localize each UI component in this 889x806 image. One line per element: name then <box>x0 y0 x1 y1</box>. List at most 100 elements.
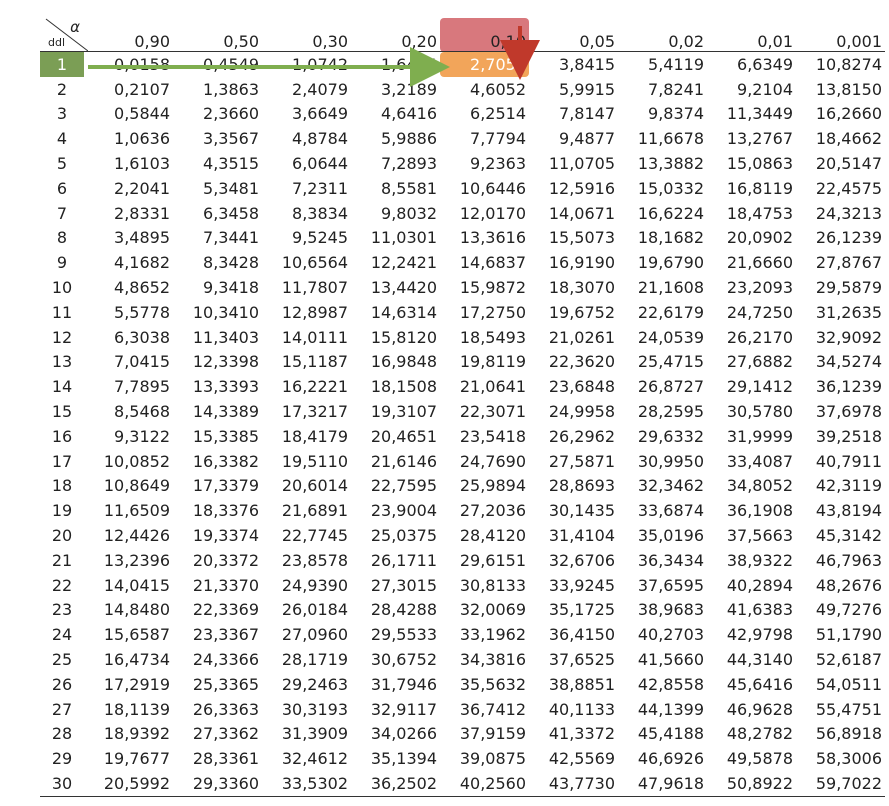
alpha-label: α <box>70 18 80 36</box>
ddl-cell: 7 <box>56 203 68 223</box>
ddl-cell: 19 <box>51 501 73 521</box>
value-cell: 22,3071 <box>459 402 526 422</box>
value-cell: 19,5110 <box>281 451 348 471</box>
value-cell: 3,4895 <box>114 228 170 248</box>
value-cell: 36,3434 <box>637 550 704 570</box>
ddl-cell: 10 <box>51 278 73 298</box>
table-row: 1 0,0158 0,4549 1,0742 1,6424 2,7055 3,8415 5,4… <box>40 51 885 77</box>
value-cell: 4,3515 <box>203 154 259 174</box>
value-cell: 36,1239 <box>815 377 882 397</box>
value-cell: 38,8851 <box>548 674 615 694</box>
value-cell: 21,0641 <box>459 377 526 397</box>
value-cell: 26,1239 <box>815 228 882 248</box>
value-cell: 21,6660 <box>726 253 793 273</box>
value-cell: 32,9117 <box>370 699 437 719</box>
value-cell: 18,3376 <box>192 501 259 521</box>
ddl-cell: 26 <box>51 674 73 694</box>
alpha-header: 0,20 <box>351 18 440 52</box>
value-cell: 41,5660 <box>637 650 704 670</box>
ddl-cell: 8 <box>56 228 68 248</box>
value-cell: 15,0332 <box>637 178 704 198</box>
value-cell: 33,1962 <box>459 625 526 645</box>
ddl-cell: 9 <box>56 253 68 273</box>
value-cell: 37,6595 <box>637 575 704 595</box>
value-cell: 21,6891 <box>281 501 348 521</box>
value-cell: 2,8331 <box>114 203 170 223</box>
table-header: α ddl 0,90 0,50 0,30 0,20 0,10 0,05 0,02 0,01 0,… <box>40 18 885 52</box>
value-cell: 35,5632 <box>459 674 526 694</box>
value-cell: 1,0742 <box>292 54 348 74</box>
value-cell: 0,2107 <box>114 79 170 99</box>
ddl-cell: 21 <box>51 550 73 570</box>
value-cell: 15,1187 <box>281 352 348 372</box>
value-cell: 24,7690 <box>459 451 526 471</box>
value-cell: 15,5073 <box>548 228 615 248</box>
ddl-cell: 29 <box>51 749 73 769</box>
value-cell: 19,3374 <box>192 526 259 546</box>
value-cell: 50,8922 <box>707 771 796 797</box>
value-cell: 13,3393 <box>192 377 259 397</box>
value-cell: 14,3389 <box>192 402 259 422</box>
value-cell: 27,0960 <box>281 625 348 645</box>
value-cell: 19,6790 <box>637 253 704 273</box>
value-cell: 43,7730 <box>529 771 618 797</box>
value-cell: 22,6179 <box>637 302 704 322</box>
value-cell: 39,0875 <box>459 749 526 769</box>
ddl-cell: 23 <box>51 600 73 620</box>
value-cell: 24,9390 <box>281 575 348 595</box>
value-cell: 58,3006 <box>815 749 882 769</box>
value-cell: 3,2189 <box>381 79 437 99</box>
value-cell: 7,8147 <box>559 104 615 124</box>
value-cell: 15,8120 <box>370 327 437 347</box>
table-row: 8 3,4895 7,3441 9,5245 11,0301 13,3616 15,5073… <box>40 226 885 251</box>
value-cell: 7,7794 <box>470 129 526 149</box>
value-cell: 15,9872 <box>459 278 526 298</box>
value-cell: 23,9004 <box>370 501 437 521</box>
value-cell: 21,6146 <box>370 451 437 471</box>
value-cell: 16,9190 <box>548 253 615 273</box>
value-cell: 30,5780 <box>726 402 793 422</box>
value-cell: 52,6187 <box>815 650 882 670</box>
value-cell: 2,3660 <box>203 104 259 124</box>
value-cell: 26,1711 <box>370 550 437 570</box>
value-cell: 10,0852 <box>103 451 170 471</box>
ddl-cell: 30 <box>40 771 84 797</box>
value-cell: 42,3119 <box>815 476 882 496</box>
value-cell: 22,7595 <box>370 476 437 496</box>
ddl-cell: 12 <box>51 327 73 347</box>
value-cell: 36,2502 <box>351 771 440 797</box>
value-cell: 9,8032 <box>381 203 437 223</box>
value-cell: 49,7276 <box>815 600 882 620</box>
value-cell: 12,8987 <box>281 302 348 322</box>
ddl-cell: 18 <box>51 476 73 496</box>
value-cell: 23,3367 <box>192 625 259 645</box>
value-cell: 35,1725 <box>548 600 615 620</box>
alpha-header: 0,10 <box>440 18 529 52</box>
table-row: 16 9,3122 15,3385 18,4179 20,4651 23,5418 26,2… <box>40 424 885 449</box>
value-cell: 46,7963 <box>815 550 882 570</box>
value-cell: 28,1719 <box>281 650 348 670</box>
value-cell: 29,5533 <box>370 625 437 645</box>
value-cell: 29,6151 <box>459 550 526 570</box>
value-cell: 13,8150 <box>815 79 882 99</box>
value-cell: 11,3449 <box>726 104 793 124</box>
table-row: 29 19,7677 28,3361 32,4612 35,1394 39,0875 42,… <box>40 746 885 771</box>
alpha-header: 0,05 <box>529 18 618 52</box>
alpha-header: 0,001 <box>796 18 885 52</box>
alpha-header: 0,02 <box>618 18 707 52</box>
value-cell: 36,1908 <box>726 501 793 521</box>
value-cell: 0,5844 <box>114 104 170 124</box>
value-cell: 24,0539 <box>637 327 704 347</box>
value-cell: 10,3410 <box>192 302 259 322</box>
value-cell: 8,5468 <box>114 402 170 422</box>
value-cell: 30,3193 <box>281 699 348 719</box>
table-row: 10 4,8652 9,3418 11,7807 13,4420 15,9872 18,30… <box>40 275 885 300</box>
ddl-cell: 1 <box>40 51 84 77</box>
value-cell: 21,3370 <box>192 575 259 595</box>
value-cell: 5,5778 <box>114 302 170 322</box>
value-cell: 0,4549 <box>203 54 259 74</box>
ddl-cell: 5 <box>56 154 68 174</box>
value-cell: 15,3385 <box>192 426 259 446</box>
table-row: 5 1,6103 4,3515 6,0644 7,2893 9,2363 11,0705 13… <box>40 151 885 176</box>
alpha-header: 0,01 <box>707 18 796 52</box>
